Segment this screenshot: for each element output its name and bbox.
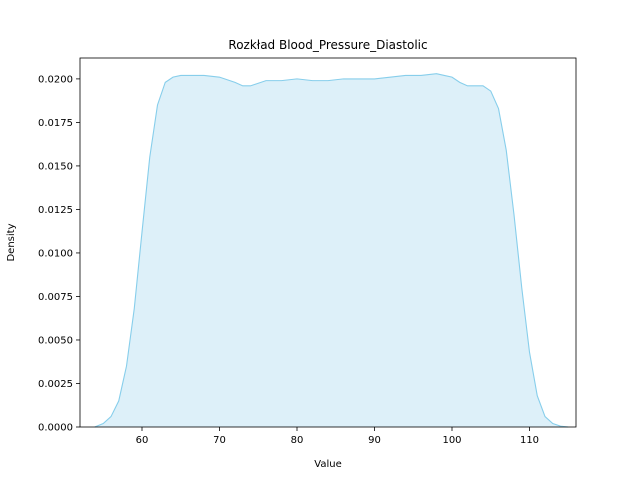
axes-frame <box>79 57 577 428</box>
y-tick-label: 0.0150 <box>38 161 73 172</box>
x-tick-label: 70 <box>213 435 226 446</box>
y-tick-label: 0.0100 <box>38 248 73 259</box>
density-curve-line <box>94 73 569 428</box>
chart-title: Rozkład Blood_Pressure_Diastolic <box>228 38 427 52</box>
y-tick-label: 0.0175 <box>38 118 73 129</box>
x-tick-label: 60 <box>136 435 149 446</box>
density-fill-area <box>94 73 569 428</box>
y-tick-label: 0.0050 <box>38 335 73 346</box>
x-tick-label: 90 <box>368 435 381 446</box>
x-axis-label: Value <box>314 459 341 470</box>
x-tick-label: 80 <box>291 435 304 446</box>
y-axis: 0.0000 0.0025 0.0050 0.0075 0.0100 0.0125 0.01… <box>38 74 80 434</box>
y-tick-label: 0.0025 <box>38 379 73 390</box>
x-tick-label: 100 <box>442 435 461 446</box>
y-axis-label: Density <box>6 223 17 261</box>
x-tick-label: 110 <box>520 435 539 446</box>
plot-area <box>94 73 569 428</box>
y-tick-label: 0.0200 <box>38 74 73 85</box>
y-tick-label: 0.0125 <box>38 205 73 216</box>
y-tick-label: 0.0075 <box>38 292 73 303</box>
x-axis: 60 70 80 90 100 110 <box>136 427 539 446</box>
y-tick-label: 0.0000 <box>38 423 73 434</box>
